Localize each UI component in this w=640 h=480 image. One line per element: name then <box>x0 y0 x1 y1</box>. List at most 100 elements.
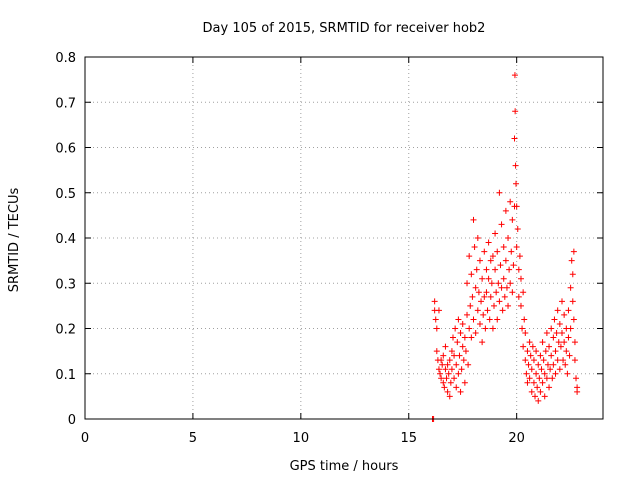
data-point-marker <box>561 339 568 346</box>
data-point-marker <box>560 357 567 364</box>
data-point-marker <box>468 334 475 341</box>
data-point-marker <box>448 366 455 373</box>
data-point-marker <box>453 384 460 391</box>
data-point-marker <box>435 307 442 314</box>
data-point-marker <box>523 370 530 377</box>
data-point-marker <box>469 293 476 300</box>
data-point-marker <box>554 307 561 314</box>
data-point-marker <box>433 325 440 332</box>
data-point-marker <box>440 379 447 386</box>
data-point-marker <box>498 284 505 291</box>
data-point-marker <box>546 384 553 391</box>
data-point-marker <box>431 298 438 305</box>
data-point-marker <box>457 388 464 395</box>
data-point-marker <box>439 361 446 368</box>
data-point-marker <box>481 293 488 300</box>
data-point-marker <box>570 316 577 323</box>
data-point-marker <box>534 384 541 391</box>
data-point-marker <box>457 330 464 337</box>
data-point-marker <box>470 316 477 323</box>
data-point-marker <box>553 330 560 337</box>
y-tick-label: 0.6 <box>55 142 76 157</box>
data-point-marker <box>467 302 474 309</box>
data-point-marker <box>555 339 562 346</box>
data-point-marker <box>459 320 466 327</box>
data-point-marker <box>448 348 455 355</box>
data-point-marker <box>440 352 447 359</box>
data-point-marker <box>516 253 523 260</box>
data-point-marker <box>444 388 451 395</box>
data-point-marker <box>526 375 533 382</box>
data-point-marker <box>562 361 569 368</box>
data-point-marker <box>541 370 548 377</box>
data-point-marker <box>505 302 512 309</box>
x-tick-label: 10 <box>293 431 310 446</box>
data-point-marker <box>543 375 550 382</box>
data-point-marker <box>544 361 551 368</box>
data-point-marker <box>511 72 518 79</box>
data-point-marker <box>541 393 548 400</box>
data-point-marker <box>468 271 475 278</box>
data-point-marker <box>513 180 520 187</box>
data-point-marker <box>571 357 578 364</box>
data-point-marker <box>539 339 546 346</box>
data-point-marker <box>563 348 570 355</box>
data-point-marker <box>510 262 517 269</box>
data-point-marker <box>458 366 465 373</box>
y-tick-label: 0.4 <box>55 232 76 247</box>
chart-title: Day 105 of 2015, SRMTID for receiver hob… <box>203 21 486 36</box>
data-point-marker <box>446 357 453 364</box>
y-tick-label: 0.1 <box>55 368 76 383</box>
data-point-marker <box>557 343 564 350</box>
data-point-marker <box>489 325 496 332</box>
data-point-marker <box>565 307 572 314</box>
data-point-marker <box>519 325 526 332</box>
data-point-marker <box>432 316 439 323</box>
y-axis-title: SRMTID / TECUs <box>7 188 22 293</box>
data-point-marker <box>517 302 524 309</box>
data-point-marker <box>561 311 568 318</box>
data-point-marker <box>441 384 448 391</box>
data-point-marker <box>540 357 547 364</box>
data-point-marker <box>522 330 529 337</box>
data-point-marker <box>471 244 478 251</box>
data-point-marker <box>446 393 453 400</box>
data-point-marker <box>474 235 481 241</box>
data-point-marker <box>473 266 480 273</box>
data-point-marker <box>465 361 472 368</box>
data-point-marker <box>472 330 479 337</box>
data-point-marker <box>500 244 507 251</box>
data-point-marker <box>526 339 533 346</box>
data-point-marker <box>484 307 491 314</box>
data-point-marker <box>495 280 502 287</box>
data-point-marker <box>476 257 483 264</box>
data-point-marker <box>533 370 540 377</box>
y-tick-label: 0.2 <box>55 323 76 338</box>
data-point-marker <box>515 293 522 300</box>
data-point-marker <box>569 298 576 305</box>
y-tick-label: 0.7 <box>55 96 76 111</box>
data-point-marker <box>456 352 463 359</box>
data-point-marker <box>571 339 578 346</box>
data-point-marker <box>474 307 481 314</box>
data-point-marker <box>438 357 445 364</box>
data-point-marker <box>537 352 544 359</box>
data-point-marker <box>512 162 519 169</box>
data-point-marker <box>472 284 479 291</box>
data-point-marker <box>527 352 534 359</box>
data-point-marker <box>475 289 482 296</box>
data-point-marker <box>530 379 537 386</box>
data-point-marker <box>478 298 485 305</box>
data-point-marker <box>528 366 535 373</box>
data-point-marker <box>530 357 537 364</box>
data-point-marker <box>567 284 574 291</box>
data-point-marker <box>556 320 563 327</box>
data-point-marker <box>548 352 555 359</box>
data-point-marker <box>496 298 503 305</box>
data-point-marker <box>454 339 461 346</box>
data-point-marker <box>447 379 454 386</box>
data-point-marker <box>480 311 487 318</box>
x-axis-title: GPS time / hours <box>290 459 399 474</box>
data-point-marker <box>528 388 535 395</box>
